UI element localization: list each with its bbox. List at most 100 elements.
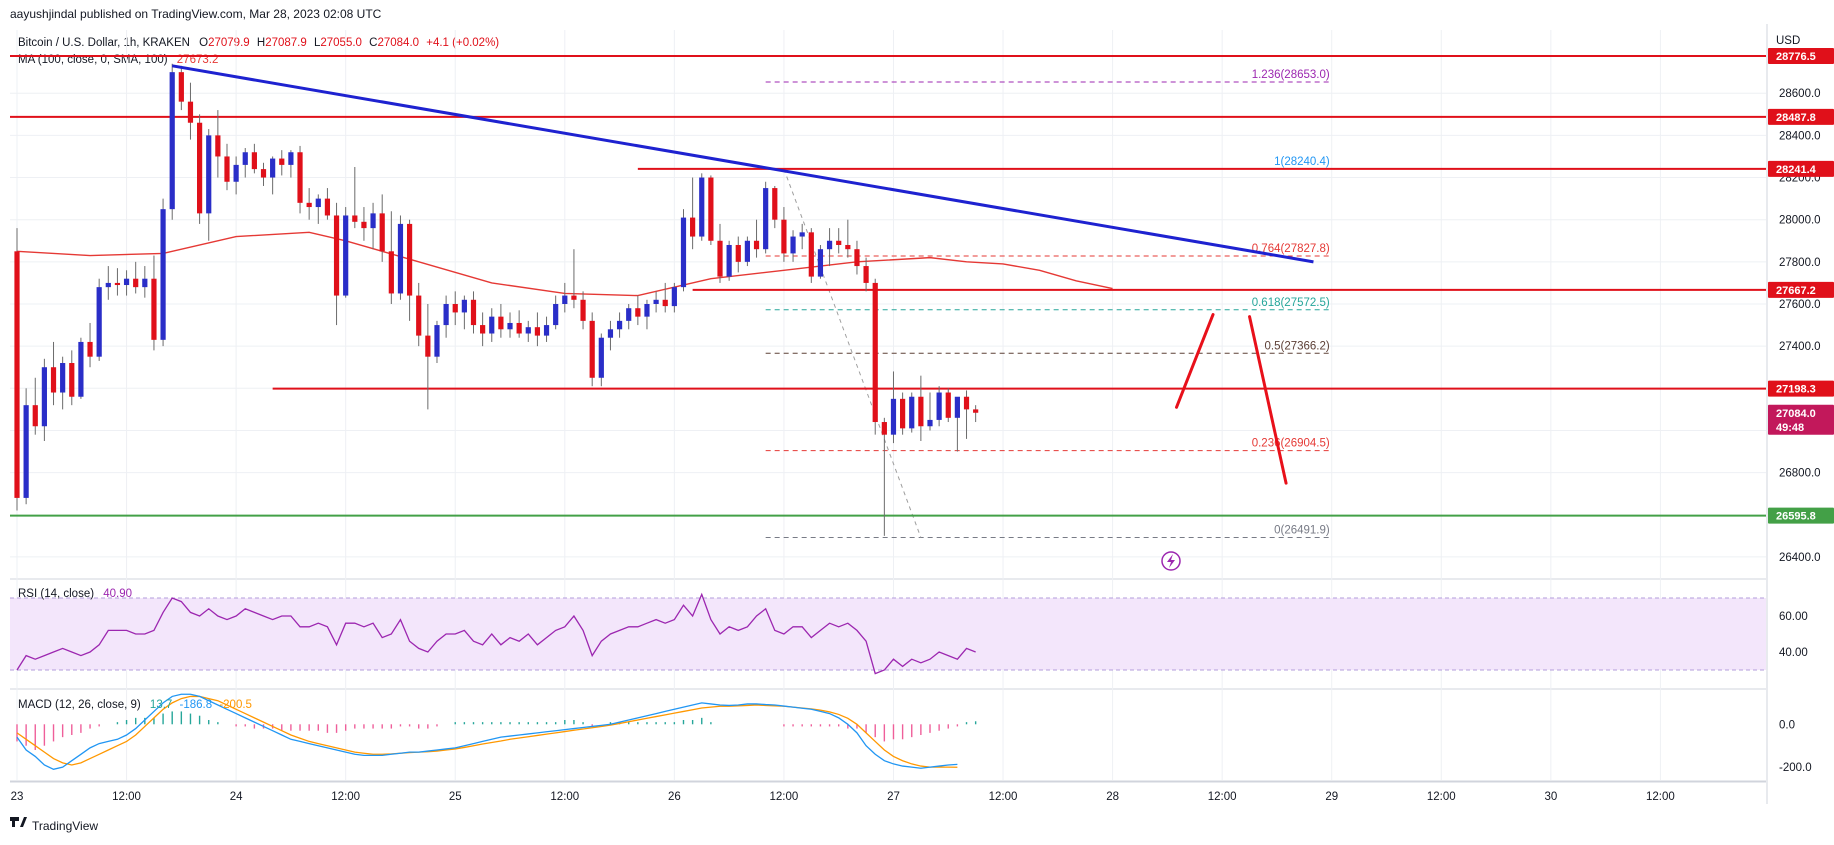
price-tick-label: 27800.0 <box>1779 257 1821 269</box>
candle-body <box>753 240 760 250</box>
candle-body <box>616 320 623 330</box>
legend-rsi: RSI (14, close) 40.90 <box>18 588 132 600</box>
candle-body <box>562 295 568 304</box>
candle-body <box>306 202 312 208</box>
price-tag-bg <box>1768 160 1834 177</box>
price-tag-label: 27084.0 <box>1776 408 1816 420</box>
candle-body <box>790 236 796 254</box>
candle-body <box>260 169 267 178</box>
legend-macd-line: -186.8 <box>180 699 213 711</box>
candle-body <box>507 322 513 330</box>
candle-body <box>14 251 20 498</box>
time-tick-label: 12:00 <box>989 791 1018 803</box>
candle-body <box>361 221 367 229</box>
legend-rsi-value: 40.90 <box>103 588 132 600</box>
price-tag-label: 28241.4 <box>1776 164 1817 176</box>
fib-level-label: 0(26491.9) <box>1274 525 1330 537</box>
candle-body <box>69 363 75 397</box>
candle-body <box>890 398 897 435</box>
price-axis: 23 12:00 24 12:00 25 12:00 26 12:00 27 12:00 28 12:… <box>11 48 1834 803</box>
candle-body <box>434 325 440 357</box>
candle-body <box>589 320 595 378</box>
candle-body <box>461 299 467 313</box>
candle-body <box>279 158 285 165</box>
lightning-icon[interactable] <box>1161 551 1181 571</box>
grid <box>10 24 1768 804</box>
candle-body <box>543 325 550 336</box>
candle-body <box>215 135 221 157</box>
candle-body <box>41 367 47 427</box>
candle-body <box>105 282 111 288</box>
rsi-band <box>10 598 1766 670</box>
time-tick-label: 27 <box>887 791 900 803</box>
footer-brand: TradingView <box>32 819 98 833</box>
candle-body <box>197 122 203 214</box>
candle-body <box>270 158 276 178</box>
macd-pane <box>16 693 977 770</box>
legend-open: 27079.9 <box>208 37 250 49</box>
candle-body <box>598 337 604 378</box>
legend-rsi-label: RSI (14, close) <box>18 588 94 600</box>
candle-body <box>133 278 139 288</box>
candle-body <box>909 396 915 429</box>
candle-body <box>187 101 194 123</box>
candle-body <box>918 396 924 427</box>
publisher-text: aayushjindal published on TradingView.co… <box>10 7 382 21</box>
legend-h-label: H <box>257 37 265 49</box>
candle-body <box>388 251 394 294</box>
legend-macd-label: MACD (12, 26, close, 9) <box>18 699 141 711</box>
time-tick-label: 26 <box>668 791 681 803</box>
time-tick-label: 29 <box>1325 791 1338 803</box>
candle-body <box>744 240 750 262</box>
candle-body <box>397 223 404 294</box>
legend-change: +4.1 (+0.02%) <box>426 37 499 49</box>
candle-body <box>96 287 102 357</box>
candle-body <box>571 295 577 300</box>
candle-body <box>525 327 531 334</box>
candle-body <box>626 308 632 321</box>
candle-body <box>489 316 495 334</box>
trendline <box>171 64 1314 264</box>
fib-level-label: 0.764(27827.8) <box>1252 243 1330 255</box>
candle-body <box>443 304 449 326</box>
candle-body <box>772 188 778 220</box>
candle-body <box>881 422 887 435</box>
legend-l-label: L <box>314 37 321 49</box>
candle-body <box>863 266 869 283</box>
time-tick-label: 23 <box>11 791 24 803</box>
candle-body <box>973 409 979 413</box>
fib-level-label: 0.236(26904.5) <box>1252 438 1330 450</box>
candle-body <box>114 282 121 286</box>
price-tag-bg <box>1768 48 1834 65</box>
macd-tick-label: -200.0 <box>1779 762 1812 774</box>
projection-arrow <box>1175 313 1215 409</box>
tradingview-logo[interactable]: TradingView <box>10 817 98 833</box>
candle-body <box>169 72 175 210</box>
price-tick-label: 27400.0 <box>1779 341 1821 353</box>
fib-level-label: 0.5(27366.2) <box>1265 340 1330 352</box>
price-tick-label: 28400.0 <box>1779 130 1821 142</box>
candle-body <box>23 405 29 498</box>
legend-o-label: O <box>199 37 208 49</box>
legend-low: 27055.0 <box>320 37 362 49</box>
candle-body <box>954 396 960 418</box>
candle-body <box>251 152 257 170</box>
candle-body <box>763 188 769 250</box>
price-tag-label: 28776.5 <box>1776 51 1816 63</box>
legend-ohlc: Bitcoin / U.S. Dollar, 1h, KRAKEN O27079… <box>18 37 499 49</box>
candle-body <box>781 219 787 254</box>
candle-body <box>534 327 541 336</box>
candle-body <box>160 209 166 340</box>
candle-body <box>297 152 303 203</box>
time-tick-label: 24 <box>230 791 243 803</box>
candle-body <box>233 164 239 182</box>
fib-level-label: 1(28240.4) <box>1274 156 1330 168</box>
candle-body <box>553 304 559 326</box>
price-pane: 1.236(28653.0) 1(28240.4) 0.764(27827.8) 0.… <box>10 55 1766 539</box>
legend-macd-hist: 13.7 <box>150 699 172 711</box>
time-tick-label: 12:00 <box>1208 791 1237 803</box>
candle-body <box>480 325 486 334</box>
candle-body <box>963 396 970 410</box>
price-tick-label: 28000.0 <box>1779 215 1821 227</box>
legend-symbol: Bitcoin / U.S. Dollar, 1h, KRAKEN <box>18 37 190 49</box>
